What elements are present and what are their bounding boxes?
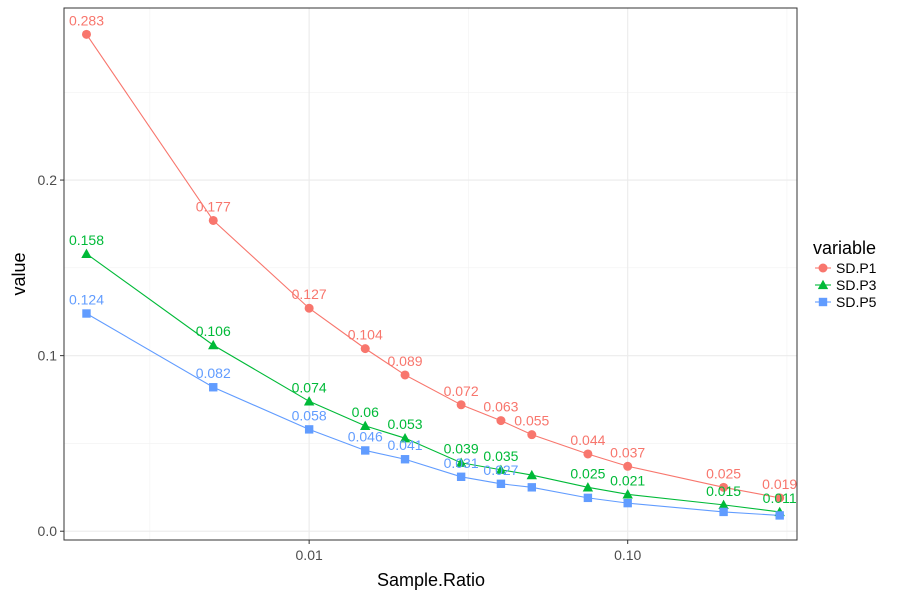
point-sd-p5 xyxy=(304,425,314,434)
point-sd-p1 xyxy=(208,215,218,225)
data-label-sd-p3: 0.158 xyxy=(69,232,104,248)
point-sd-p3 xyxy=(360,420,371,431)
point-sd-p3 xyxy=(455,457,467,467)
y-tick-label: 0.0 xyxy=(38,523,58,539)
data-label-sd-p1: 0.055 xyxy=(514,413,549,429)
data-label-sd-p3: 0.06 xyxy=(352,404,379,420)
data-label-sd-p3: 0.053 xyxy=(388,416,423,432)
point-sd-p1 xyxy=(775,493,785,503)
point-sd-p5 xyxy=(775,511,784,520)
y-axis-title: value xyxy=(9,252,29,295)
point-sd-p1 xyxy=(304,303,314,313)
point-sd-p1 xyxy=(400,370,410,380)
data-label-sd-p3: 0.074 xyxy=(292,379,327,395)
data-label-sd-p1: 0.104 xyxy=(348,327,383,343)
data-label-sd-p1: 0.019 xyxy=(762,476,797,492)
data-label-sd-p1: 0.127 xyxy=(292,286,327,302)
point-sd-p1 xyxy=(81,29,91,39)
point-sd-p5 xyxy=(400,455,410,464)
plot-panel xyxy=(64,8,797,540)
series-lines xyxy=(86,34,780,516)
data-label-sd-p5: 0.031 xyxy=(444,455,479,471)
data-label-sd-p5: 0.124 xyxy=(69,292,104,308)
legend-marker-sd-p3 xyxy=(817,279,829,290)
x-axis-title: Sample.Ratio xyxy=(377,570,485,590)
data-label-sd-p3: 0.011 xyxy=(763,490,797,506)
data-label-sd-p3: 0.015 xyxy=(706,483,741,499)
point-sd-p1 xyxy=(360,344,370,354)
point-sd-p5 xyxy=(496,479,506,489)
point-sd-p1 xyxy=(623,461,633,471)
point-sd-p3 xyxy=(303,396,315,406)
x-tick-label: 0.01 xyxy=(296,547,323,563)
point-sd-p1 xyxy=(496,416,506,426)
point-sd-p3 xyxy=(526,469,538,480)
data-label-sd-p1: 0.044 xyxy=(570,432,605,448)
point-sd-p3 xyxy=(622,489,633,499)
plot-border xyxy=(63,7,798,541)
data-label-sd-p1: 0.177 xyxy=(196,198,231,214)
point-sd-p5 xyxy=(82,309,91,318)
point-sd-p1 xyxy=(527,430,537,440)
point-sd-p3 xyxy=(582,482,594,492)
data-labels: 0.283 0.177 0.127 0.104 0.089 0.0720.0630.055… xyxy=(69,12,797,506)
x-tick-label: 0.10 xyxy=(614,547,641,563)
data-label-sd-p3: 0.106 xyxy=(196,323,231,339)
point-sd-p3 xyxy=(718,499,729,510)
y-tick-label: 0.2 xyxy=(38,172,58,188)
point-sd-p5 xyxy=(583,493,593,503)
series-points xyxy=(81,29,785,520)
point-sd-p3 xyxy=(208,339,219,350)
legend-label-sd-p5: SD.P5 xyxy=(836,294,877,310)
legend-marker-sd-p5 xyxy=(818,297,828,307)
legend-title: variable xyxy=(813,238,876,258)
point-sd-p5 xyxy=(623,498,632,508)
data-label-sd-p5: 0.041 xyxy=(388,437,423,453)
point-sd-p1 xyxy=(719,482,729,492)
point-sd-p3 xyxy=(495,464,507,474)
data-label-sd-p3: 0.039 xyxy=(444,441,479,457)
point-sd-p1 xyxy=(456,400,466,410)
series-line-sd-p5 xyxy=(86,313,780,516)
series-line-sd-p3 xyxy=(86,253,780,513)
point-sd-p3 xyxy=(81,248,92,258)
point-sd-p5 xyxy=(209,383,218,392)
data-label-sd-p1: 0.283 xyxy=(69,12,104,28)
data-label-sd-p5: 0.046 xyxy=(348,428,383,444)
data-label-sd-p1: 0.072 xyxy=(444,383,479,399)
y-tick-label: 0.1 xyxy=(38,348,58,364)
point-sd-p5 xyxy=(719,507,728,517)
data-label-sd-p3: 0.035 xyxy=(483,448,518,464)
data-label-sd-p5: 0.027 xyxy=(483,462,518,478)
data-label-sd-p1: 0.089 xyxy=(388,353,423,369)
data-label-sd-p3: 0.021 xyxy=(610,472,645,488)
point-sd-p3 xyxy=(399,432,411,443)
point-sd-p5 xyxy=(361,446,370,455)
point-sd-p5 xyxy=(456,472,466,481)
data-label-sd-p5: 0.058 xyxy=(292,407,327,423)
axes: 0.01 0.10 0.0 0.1 0.2 xyxy=(38,172,642,563)
legend-marker-sd-p1 xyxy=(818,263,828,273)
legend-label-sd-p3: SD.P3 xyxy=(836,277,877,293)
point-sd-p1 xyxy=(583,449,593,459)
data-label-sd-p1: 0.063 xyxy=(483,399,518,415)
series-line-sd-p1 xyxy=(86,34,780,499)
data-label-sd-p3: 0.025 xyxy=(570,465,605,481)
data-label-sd-p5: 0.082 xyxy=(196,365,231,381)
legend-label-sd-p1: SD.P1 xyxy=(836,260,877,276)
point-sd-p5 xyxy=(527,483,537,492)
data-label-sd-p1: 0.025 xyxy=(706,465,741,481)
data-label-sd-p1: 0.037 xyxy=(610,444,645,460)
